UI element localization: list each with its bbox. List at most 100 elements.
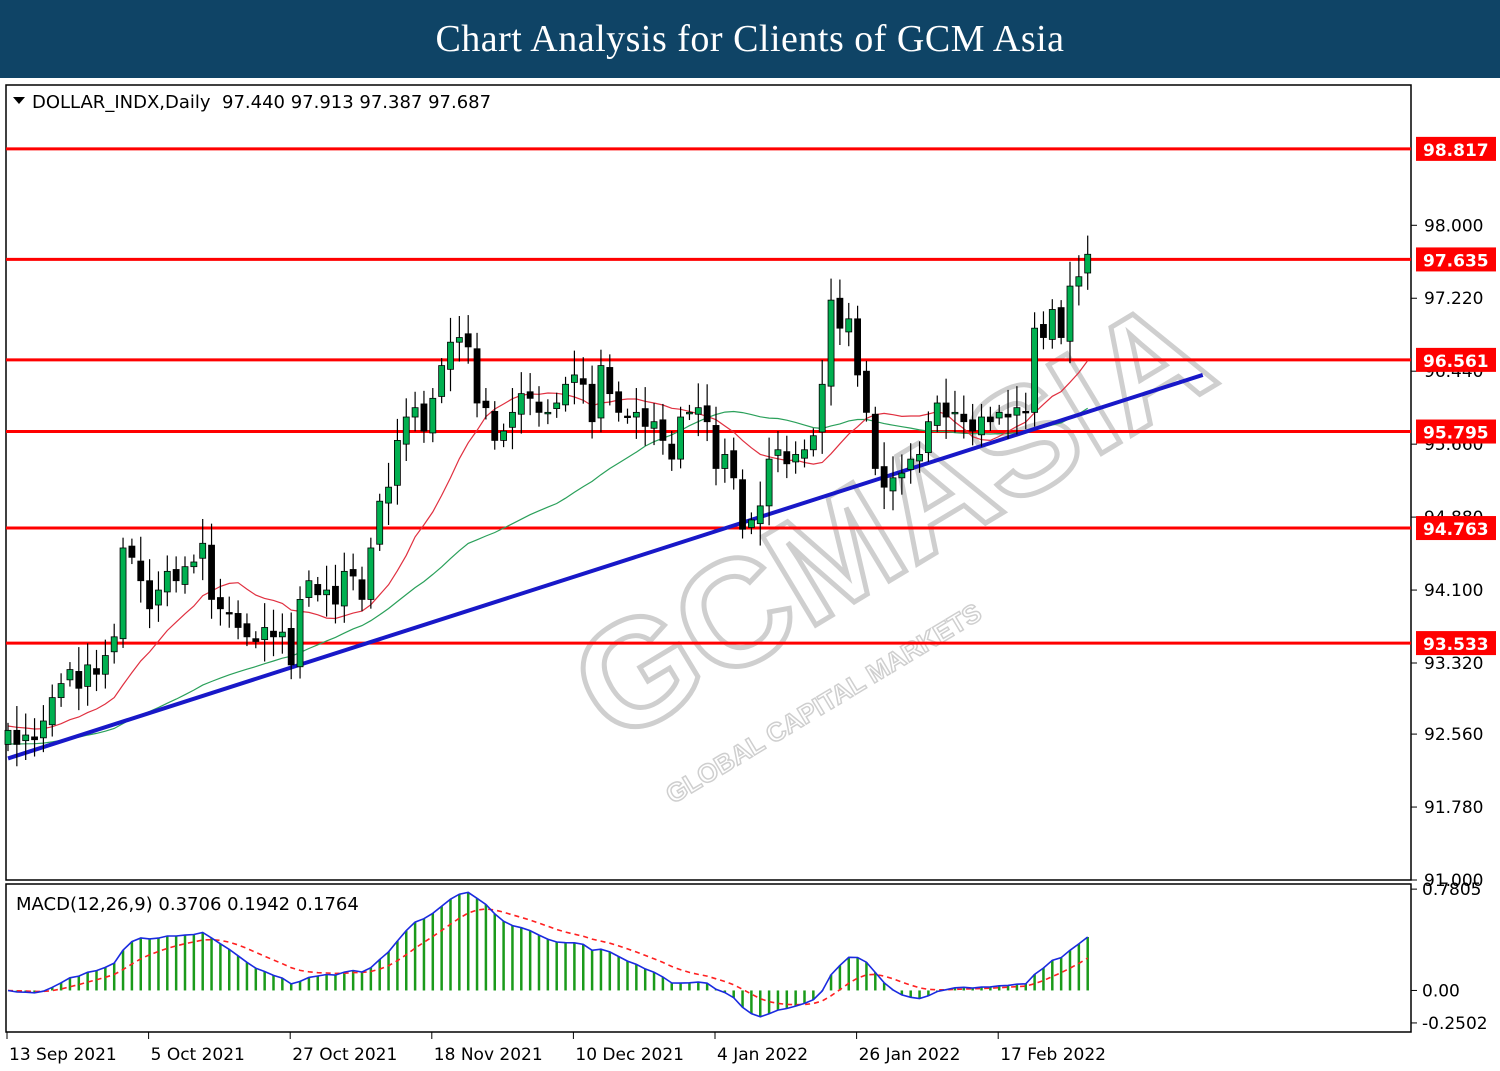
candle-body — [278, 631, 286, 638]
candle-body — [429, 397, 437, 434]
candle-body — [48, 697, 56, 726]
candle-body — [314, 584, 322, 596]
candle-body — [827, 299, 835, 387]
candle-body — [172, 569, 180, 582]
candlesticks — [4, 235, 1092, 767]
candle-body — [659, 419, 667, 441]
header-banner: Chart Analysis for Clients of GCM Asia — [0, 0, 1500, 78]
candle-body — [155, 589, 162, 606]
candle-body — [376, 500, 384, 545]
candle-body — [447, 341, 454, 370]
candle-body — [1084, 253, 1092, 274]
candle-body — [1075, 276, 1083, 287]
candle-body — [571, 374, 578, 383]
candle-body — [1066, 285, 1074, 342]
candle-body — [146, 580, 154, 610]
candle-body — [1022, 411, 1030, 414]
macd-tick-label: -0.2502 — [1422, 1014, 1488, 1034]
macd-tick-label: 0.00 — [1422, 981, 1460, 1001]
price-axis: 98.00097.22096.44095.66094.88094.10093.3… — [1411, 216, 1483, 891]
time-tick-label: 18 Nov 2021 — [434, 1045, 543, 1065]
level-badge — [1416, 136, 1496, 161]
candle-body — [517, 393, 525, 415]
macd-main-line — [7, 891, 1089, 1018]
candle-body — [880, 466, 888, 488]
candle-body — [748, 519, 755, 528]
price-tick-label: 97.220 — [1424, 289, 1483, 309]
candle-body — [1004, 413, 1012, 418]
candle-body — [385, 486, 392, 504]
candle-body — [1013, 407, 1021, 416]
candle-body — [101, 655, 109, 675]
macd-signal-line — [7, 908, 1089, 1006]
candle-body — [1048, 309, 1056, 340]
candle-body — [1057, 307, 1065, 338]
candle-body — [579, 378, 587, 385]
candle-body — [500, 430, 508, 441]
candle-body — [889, 477, 897, 492]
candle-body — [606, 367, 614, 395]
candle-body — [898, 472, 906, 479]
level-badge — [1416, 247, 1496, 272]
candle-body — [119, 547, 127, 640]
level-label: 98.817 — [1423, 141, 1489, 161]
candle-body — [641, 408, 649, 427]
candle-body — [668, 443, 676, 460]
candle-body — [1040, 324, 1047, 338]
candle-body — [420, 403, 428, 432]
candle-body — [31, 736, 38, 741]
candle-body — [93, 668, 100, 675]
candle-body — [261, 627, 269, 641]
candle-body — [960, 413, 968, 423]
candle-body — [925, 421, 932, 453]
candle-body — [562, 383, 569, 406]
candle-body — [216, 597, 224, 610]
main-panel — [5, 84, 1412, 881]
candle-body — [978, 416, 985, 436]
symbol-info-text: DOLLAR_INDX,Daily 97.440 97.913 97.387 9… — [32, 92, 491, 113]
level-badge — [1416, 631, 1496, 656]
candle-body — [190, 561, 198, 568]
header-title: Chart Analysis for Clients of GCM Asia — [435, 18, 1065, 60]
candle-body — [951, 411, 959, 415]
candle-body — [438, 365, 446, 397]
candle-body — [597, 365, 605, 419]
candle-body — [358, 579, 366, 600]
candle-body — [871, 413, 879, 469]
candle-body — [624, 415, 631, 418]
candle-body — [792, 454, 800, 463]
candle-body — [22, 734, 30, 742]
level-label: 97.635 — [1423, 251, 1489, 271]
macd-indicator: 0.7805 0.00 -0.2502 — [7, 880, 1488, 1034]
ma-short-line — [7, 360, 1089, 730]
candle-body — [473, 348, 481, 404]
candle-body — [332, 585, 339, 605]
candle-body — [225, 612, 233, 615]
candle-body — [907, 458, 915, 470]
candle-body — [836, 297, 844, 329]
candle-body — [234, 613, 242, 628]
candle-body — [349, 569, 357, 577]
candle-body — [305, 580, 313, 598]
candle-body — [393, 440, 401, 486]
candle-body — [482, 400, 490, 409]
candle-body — [916, 454, 923, 462]
candle-body — [721, 454, 729, 469]
candle-body — [632, 411, 640, 418]
candle-body — [854, 318, 861, 376]
candle-body — [323, 589, 331, 596]
candle-body — [491, 411, 499, 441]
candle-body — [66, 669, 74, 681]
dropdown-triangle-icon[interactable] — [13, 97, 25, 104]
moving-averages — [7, 360, 1089, 745]
symbol-info: DOLLAR_INDX,Daily 97.440 97.913 97.387 9… — [13, 92, 491, 113]
candle-body — [969, 419, 977, 432]
candle-body — [526, 391, 534, 399]
time-tick-label: 27 Oct 2021 — [292, 1045, 397, 1065]
level-badge — [1416, 516, 1496, 541]
trendline — [7, 373, 1204, 761]
candle-body — [75, 671, 83, 689]
candle-body — [553, 402, 561, 410]
candle-body — [765, 458, 773, 507]
